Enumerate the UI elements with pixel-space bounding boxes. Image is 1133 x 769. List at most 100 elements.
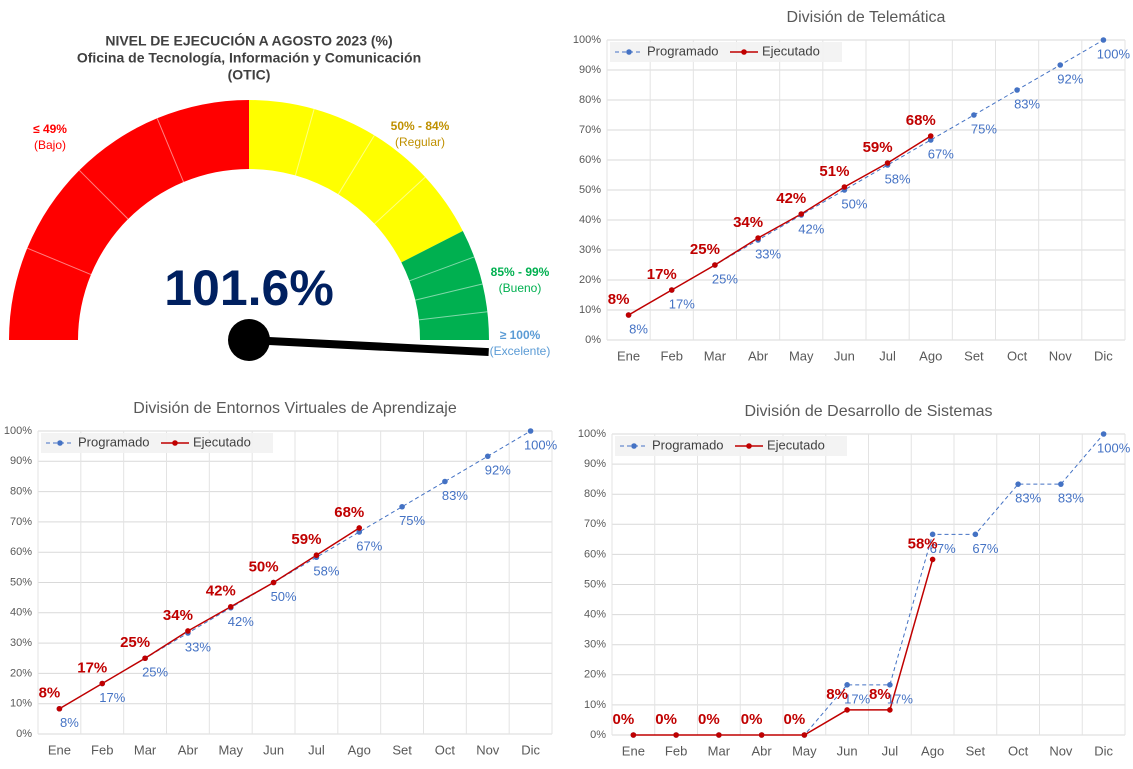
data-point [716, 732, 722, 738]
data-point [356, 529, 363, 535]
y-tick-label: 0% [585, 334, 601, 346]
band-divider [415, 283, 483, 301]
data-label: 8% [869, 686, 891, 703]
y-tick-label: 30% [579, 244, 601, 256]
y-tick-label: 70% [584, 518, 606, 530]
gauge-band [401, 231, 489, 340]
band-divider [27, 247, 92, 276]
x-tick-label: Jul [308, 742, 325, 757]
gauge-needle [248, 336, 489, 357]
data-label: 67% [930, 541, 956, 556]
series-line [59, 527, 360, 710]
x-tick-label: May [789, 348, 814, 363]
y-tick-label: 70% [10, 516, 32, 528]
data-point [801, 732, 808, 738]
x-tick-label: Feb [91, 742, 113, 757]
band-name: (Bueno) [499, 281, 542, 295]
data-point [442, 478, 448, 485]
band-label: ≤ 49% [33, 122, 67, 136]
y-tick-label: 40% [579, 214, 601, 226]
data-point [887, 682, 893, 688]
data-point [527, 428, 534, 434]
data-point [844, 707, 850, 713]
gauge-band [9, 100, 249, 340]
data-point [1014, 87, 1020, 93]
data-label: 0% [698, 711, 720, 728]
x-tick-label: Abr [752, 743, 773, 758]
data-point [99, 680, 106, 687]
data-label: 68% [334, 504, 364, 521]
x-tick-label: Ago [919, 348, 942, 363]
data-label: 8% [608, 291, 630, 308]
y-tick-label: 10% [579, 304, 601, 316]
data-label: 0% [613, 711, 635, 728]
x-tick-label: Nov [1049, 743, 1073, 758]
y-tick-label: 10% [584, 699, 606, 711]
y-tick-label: 50% [579, 184, 601, 196]
data-label: 58% [313, 564, 339, 579]
data-label: 75% [971, 121, 997, 136]
legend-dot [741, 49, 747, 55]
y-tick-label: 60% [579, 154, 601, 166]
legend-label: Ejecutado [193, 434, 251, 449]
data-point [844, 682, 850, 688]
legend-dot [626, 49, 632, 55]
data-label: 68% [906, 112, 936, 129]
data-label: 17% [669, 296, 695, 311]
data-label: 100% [1097, 46, 1131, 61]
y-tick-label: 60% [10, 546, 32, 558]
y-tick-label: 100% [573, 34, 601, 46]
band-divider [374, 176, 426, 225]
y-tick-label: 20% [584, 669, 606, 681]
legend-label: Programado [647, 43, 719, 58]
chart-title: División de Entornos Virtuales de Aprend… [133, 400, 457, 417]
y-tick-label: 70% [579, 124, 601, 136]
y-tick-label: 40% [10, 607, 32, 619]
data-point [927, 137, 934, 143]
legend-dot [631, 443, 637, 449]
x-tick-label: Jun [837, 743, 858, 758]
band-divider [156, 118, 185, 183]
y-tick-label: 30% [584, 639, 606, 651]
x-tick-label: Set [392, 742, 412, 757]
data-label: 33% [185, 639, 211, 654]
band-divider [418, 311, 488, 321]
gauge-value: 101.6% [164, 260, 334, 316]
data-point [1057, 62, 1064, 68]
data-point [185, 628, 191, 634]
data-point [630, 732, 637, 738]
data-label: 50% [271, 589, 297, 604]
x-tick-label: Nov [476, 742, 500, 757]
x-tick-label: Mar [134, 742, 157, 757]
y-tick-label: 50% [584, 578, 606, 590]
data-point [313, 552, 320, 559]
data-label: 92% [485, 463, 511, 478]
y-tick-label: 60% [584, 548, 606, 560]
data-label: 25% [712, 271, 738, 286]
band-name: (Excelente) [490, 344, 551, 358]
data-label: 67% [356, 538, 382, 553]
x-tick-label: Oct [1008, 743, 1029, 758]
data-label: 92% [1057, 71, 1083, 86]
data-label: 83% [1014, 96, 1040, 111]
x-tick-label: Nov [1049, 348, 1073, 363]
band-divider [409, 256, 475, 282]
data-label: 8% [60, 715, 79, 730]
x-tick-label: Dic [1094, 743, 1113, 758]
legend-box [41, 433, 273, 453]
y-tick-label: 20% [579, 274, 601, 286]
band-label: ≥ 100% [500, 328, 541, 342]
x-tick-label: Feb [661, 348, 683, 363]
data-point [1058, 481, 1064, 487]
data-label: 0% [784, 711, 806, 728]
legend-box [615, 436, 847, 456]
x-tick-label: Jun [834, 348, 855, 363]
data-label: 33% [755, 246, 781, 261]
x-tick-label: Mar [704, 348, 727, 363]
x-tick-label: Ago [348, 742, 371, 757]
x-tick-label: Ene [48, 742, 71, 757]
legend-dot [172, 440, 178, 446]
data-label: 8% [39, 685, 61, 702]
x-tick-label: Dic [1094, 348, 1113, 363]
data-point [972, 531, 979, 538]
